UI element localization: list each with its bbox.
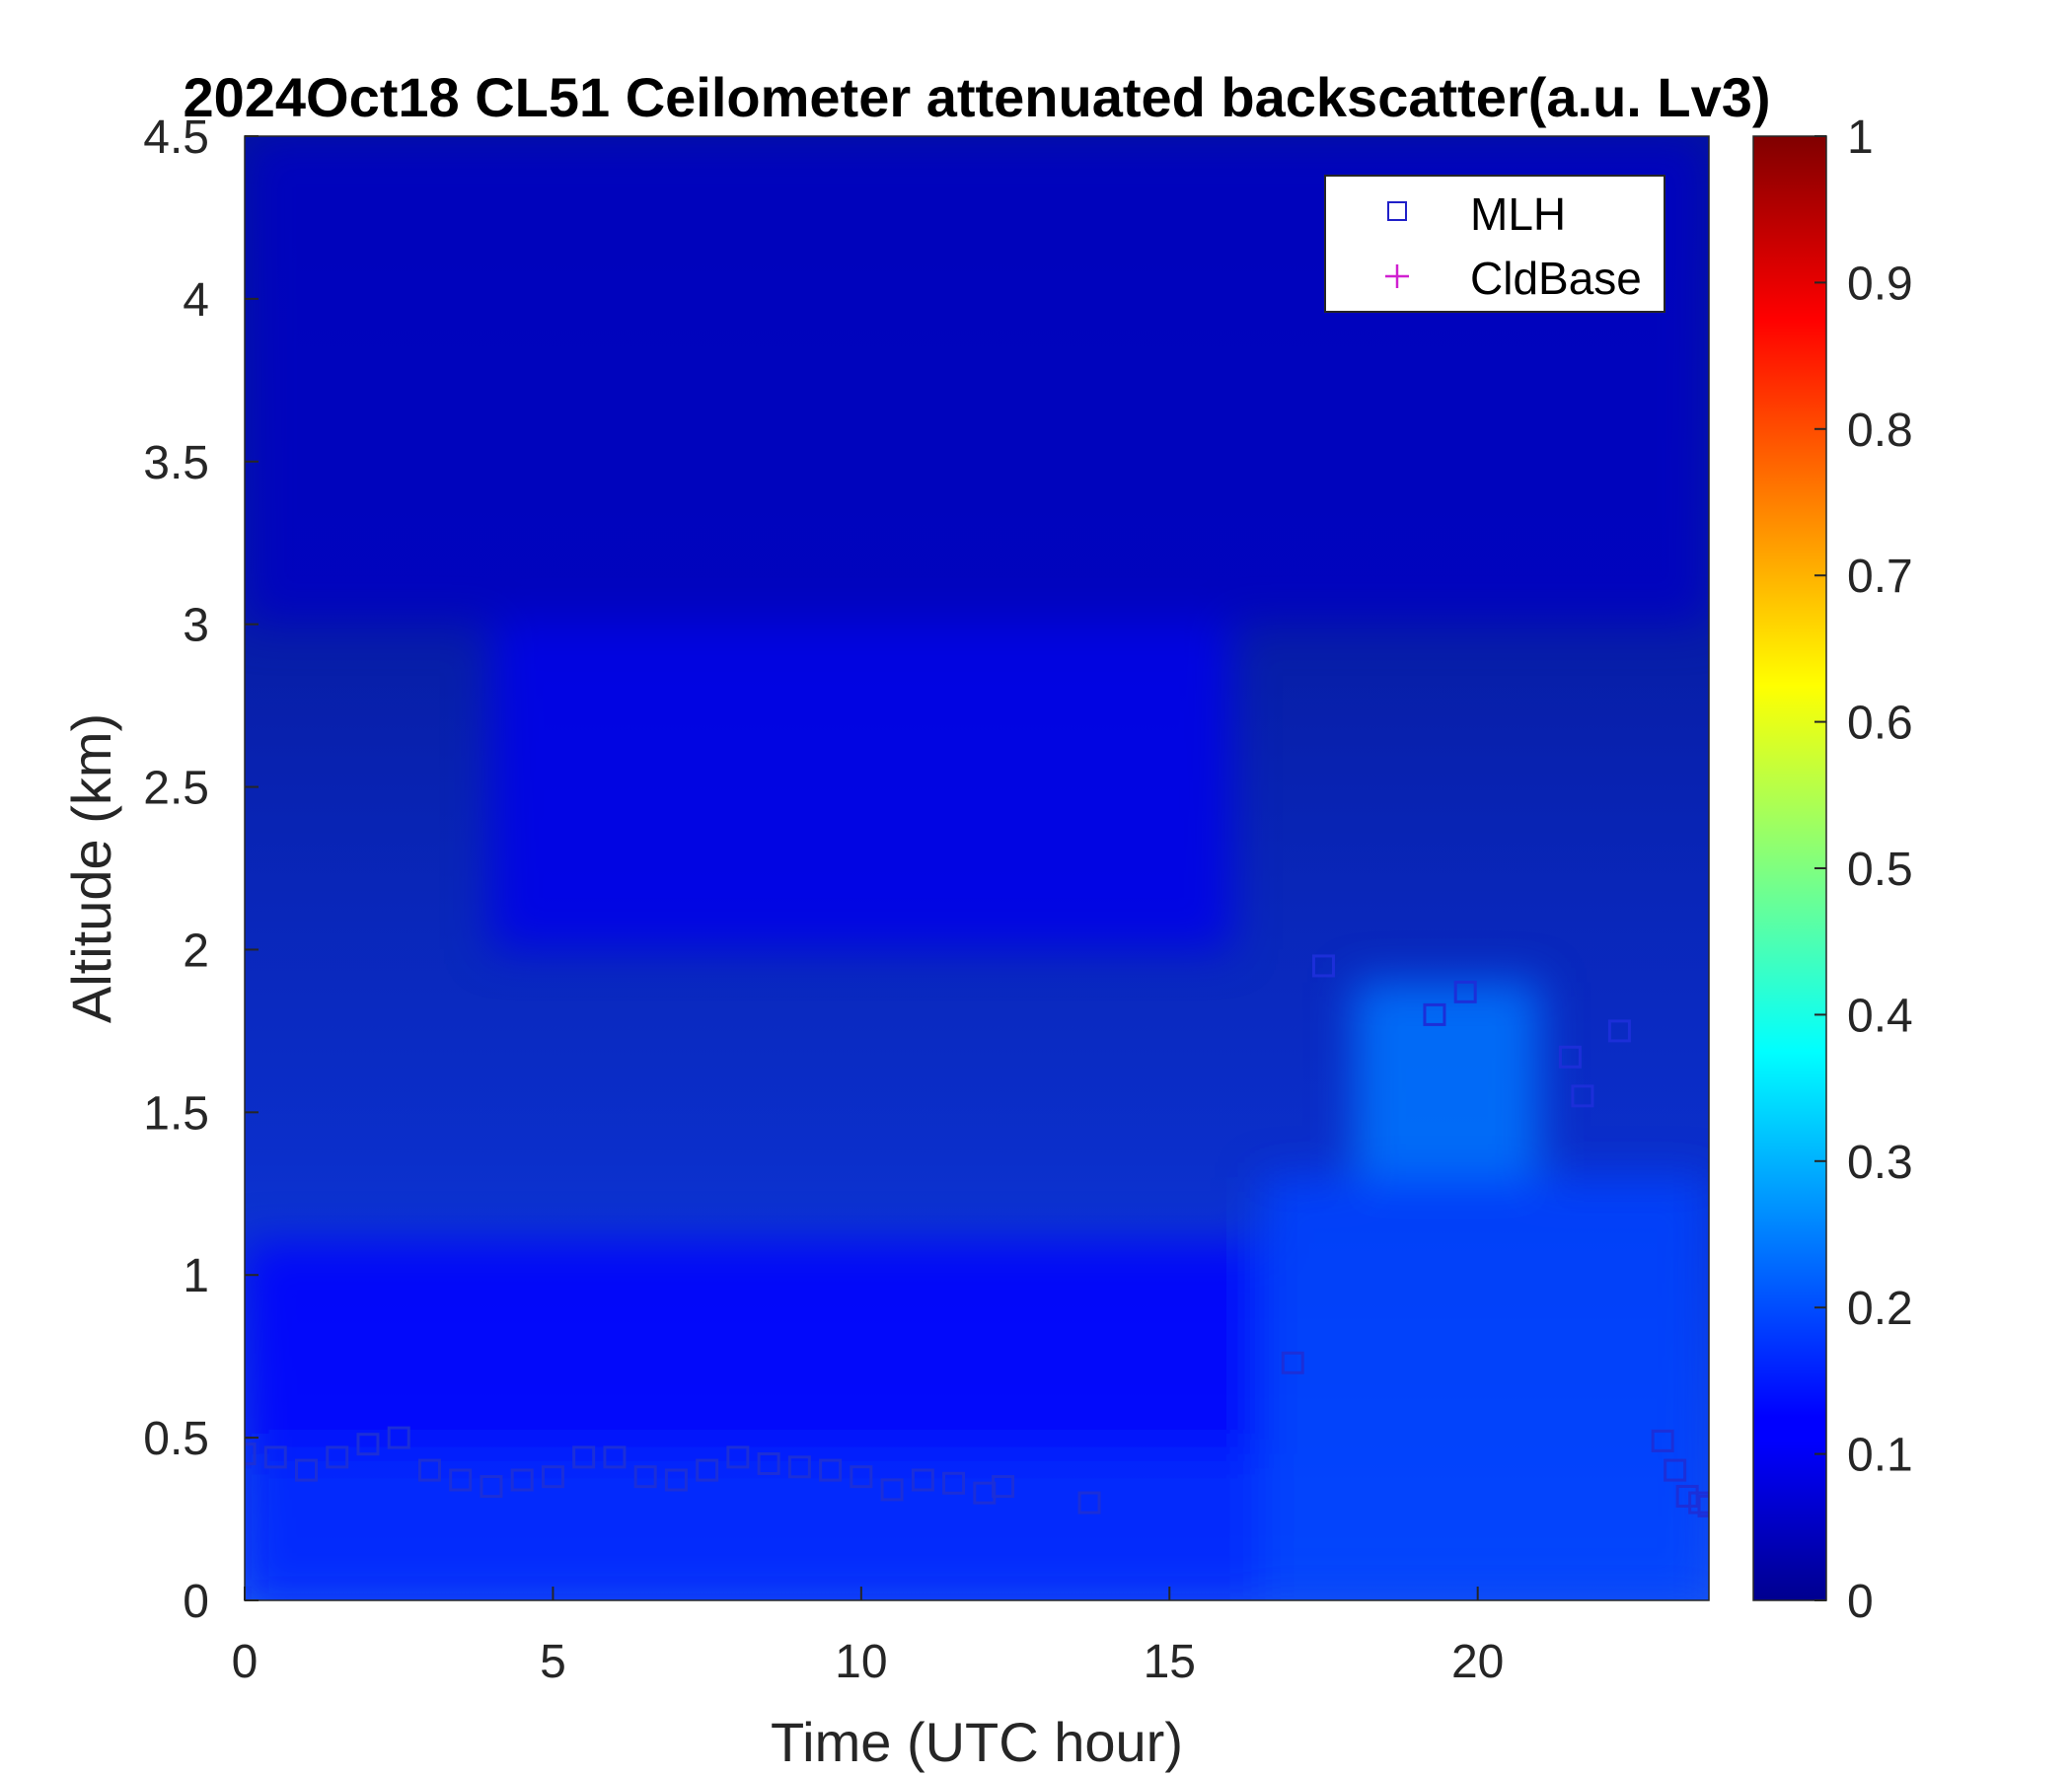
y-tick-label: 2.5 xyxy=(143,763,209,815)
colorbar-tick-label: 0.9 xyxy=(1847,258,1913,310)
y-tick-label: 1 xyxy=(183,1250,209,1302)
mlh-marker xyxy=(510,1468,534,1492)
y-tick-label: 2 xyxy=(183,925,209,977)
x-tick-label: 5 xyxy=(540,1636,566,1688)
y-axis: 0 0.5 1 1.5 2 2.5 3 3.5 4 4.5 xyxy=(143,111,259,1628)
x-tick-label: 10 xyxy=(835,1636,887,1688)
mlh-marker xyxy=(911,1468,934,1492)
mlh-marker xyxy=(850,1465,873,1489)
x-tick-label: 0 xyxy=(232,1636,259,1688)
x-axis: 0 5 10 15 20 xyxy=(232,1587,1504,1688)
mlh-legend-icon xyxy=(1387,201,1407,221)
legend-label-cldbase: CldBase xyxy=(1470,253,1642,304)
mlh-marker xyxy=(326,1445,349,1469)
mlh-marker xyxy=(1311,954,1335,978)
x-tick-label: 20 xyxy=(1451,1636,1504,1688)
mlh-marker xyxy=(819,1458,843,1482)
chart-title: 2024Oct18 CL51 Ceilometer attenuated bac… xyxy=(183,66,1770,128)
mlh-marker xyxy=(1697,1494,1709,1517)
backscatter-region xyxy=(245,1453,1262,1600)
colorbar: 0 0.1 0.2 0.3 0.4 0.5 0.6 0.7 0.8 0.9 1 xyxy=(1752,111,1913,1628)
mlh-marker xyxy=(1423,1002,1446,1026)
backscatter-region xyxy=(490,624,1231,950)
mlh-marker xyxy=(263,1445,287,1469)
y-tick-label: 3 xyxy=(183,600,209,652)
legend-label-mlh: MLH xyxy=(1470,188,1566,240)
mlh-marker xyxy=(356,1433,380,1456)
mlh-marker xyxy=(1453,980,1477,1003)
colorbar-scale xyxy=(1752,135,1827,1601)
mlh-marker xyxy=(880,1478,904,1502)
x-axis-label: Time (UTC hour) xyxy=(771,1711,1183,1773)
y-tick-label: 4.5 xyxy=(143,111,209,164)
legend: MLH CldBase xyxy=(1324,175,1665,313)
mlh-marker xyxy=(1077,1491,1101,1515)
mlh-marker xyxy=(1281,1351,1304,1374)
mlh-marker xyxy=(449,1468,473,1492)
plot-area xyxy=(245,136,1709,1600)
mlh-marker xyxy=(417,1458,441,1482)
mlh-marker xyxy=(1571,1084,1594,1108)
mlh-marker xyxy=(1664,1458,1687,1482)
colorbar-tick-label: 0.7 xyxy=(1847,551,1913,603)
colorbar-tick-label: 0.2 xyxy=(1847,1283,1913,1335)
mlh-marker xyxy=(696,1458,719,1482)
mlh-marker xyxy=(1607,1019,1631,1043)
mlh-marker xyxy=(294,1458,318,1482)
mlh-marker xyxy=(1651,1429,1674,1452)
mlh-marker xyxy=(480,1475,503,1499)
backscatter-region xyxy=(1261,1177,1709,1600)
backscatter-region xyxy=(1354,982,1540,1178)
colorbar-tick-label: 0.5 xyxy=(1847,844,1913,896)
plot-frame xyxy=(244,135,1710,1601)
y-tick-label: 0 xyxy=(183,1576,209,1628)
mlh-marker xyxy=(787,1455,811,1479)
y-axis-label: Altitude (km) xyxy=(60,713,122,1023)
colorbar-tick-label: 0.4 xyxy=(1847,990,1913,1042)
mlh-marker xyxy=(633,1465,657,1489)
mlh-marker xyxy=(1558,1045,1582,1069)
mlh-marker xyxy=(757,1451,780,1475)
colorbar-tick-label: 0.6 xyxy=(1847,698,1913,750)
y-tick-label: 3.5 xyxy=(143,437,209,489)
backscatter-region xyxy=(245,1242,1262,1454)
x-tick-label: 15 xyxy=(1144,1636,1196,1688)
y-tick-label: 0.5 xyxy=(143,1413,209,1465)
mlh-marker xyxy=(664,1468,688,1492)
colorbar-tick-label: 0.3 xyxy=(1847,1137,1913,1189)
y-tick-label: 1.5 xyxy=(143,1087,209,1140)
mlh-marker xyxy=(245,1443,257,1466)
colorbar-tick-label: 0.8 xyxy=(1847,405,1913,457)
plus-legend-icon xyxy=(1385,264,1409,288)
colorbar-tick-label: 1 xyxy=(1847,111,1874,164)
mlh-marker xyxy=(572,1445,596,1469)
mlh-marker xyxy=(387,1426,410,1449)
legend-box xyxy=(1324,175,1665,313)
colorbar-tick-label: 0.1 xyxy=(1847,1430,1913,1482)
mlh-marker xyxy=(992,1475,1015,1499)
mlh-marker xyxy=(942,1471,966,1495)
y-tick-label: 4 xyxy=(183,274,209,327)
mlh-marker xyxy=(603,1445,627,1469)
mlh-marker xyxy=(1675,1484,1699,1508)
colorbar-tick-label: 0 xyxy=(1847,1576,1874,1628)
mlh-marker xyxy=(541,1465,564,1489)
mlh-marker xyxy=(726,1445,750,1469)
